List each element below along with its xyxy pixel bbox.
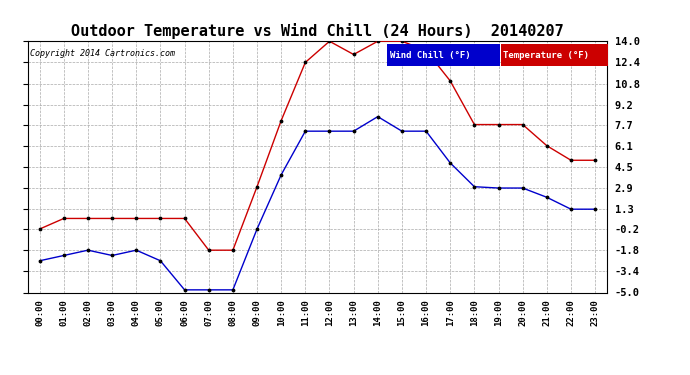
- Text: Copyright 2014 Cartronics.com: Copyright 2014 Cartronics.com: [30, 49, 175, 58]
- FancyBboxPatch shape: [387, 44, 500, 66]
- FancyBboxPatch shape: [500, 44, 608, 66]
- Text: Temperature (°F): Temperature (°F): [504, 51, 589, 60]
- Title: Outdoor Temperature vs Wind Chill (24 Hours)  20140207: Outdoor Temperature vs Wind Chill (24 Ho…: [71, 23, 564, 39]
- Text: Wind Chill (°F): Wind Chill (°F): [390, 51, 471, 60]
